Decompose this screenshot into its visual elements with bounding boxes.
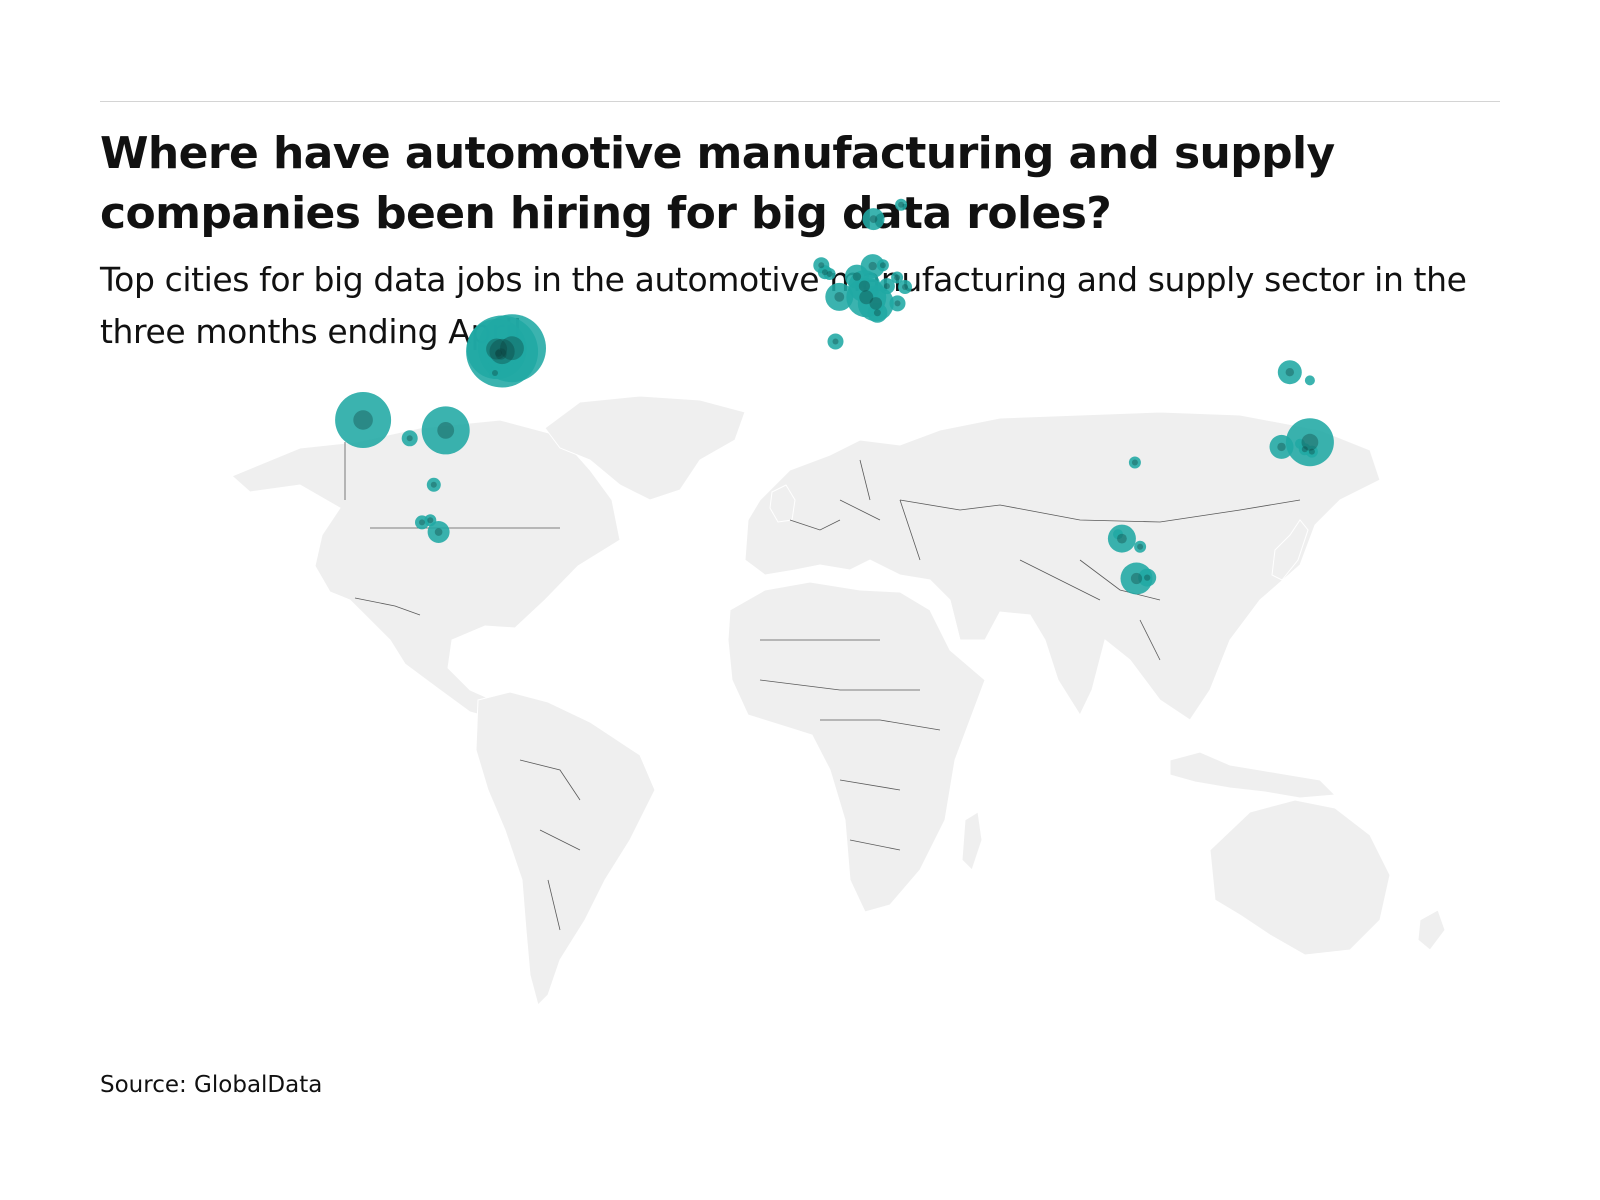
city-bubble bbox=[335, 392, 392, 448]
page-title: Where have automotive manufacturing and … bbox=[100, 128, 1335, 239]
city-bubble bbox=[898, 280, 912, 294]
border-layer bbox=[344, 442, 1301, 931]
city-bubble-core bbox=[858, 280, 871, 292]
city-bubble bbox=[895, 198, 908, 211]
city-bubble-core bbox=[894, 300, 901, 307]
city-bubble-core bbox=[1131, 459, 1138, 466]
land-new-zealand bbox=[1417, 909, 1446, 951]
border-africa bbox=[759, 639, 941, 851]
city-bubble bbox=[401, 430, 418, 447]
city-bubble-core bbox=[1130, 572, 1143, 585]
land-greenland bbox=[544, 395, 746, 501]
city-bubble bbox=[1138, 568, 1157, 587]
city-bubble-core bbox=[873, 309, 881, 317]
city-bubble-core bbox=[495, 348, 507, 360]
city-bubble-core bbox=[834, 292, 845, 302]
land-british-isles bbox=[769, 484, 796, 523]
city-bubble bbox=[827, 333, 844, 350]
city-bubble bbox=[876, 259, 889, 272]
city-bubble-core bbox=[898, 201, 905, 208]
city-bubble bbox=[1285, 418, 1334, 467]
border-asia bbox=[1019, 559, 1161, 661]
city-bubble bbox=[862, 208, 885, 231]
city-bubble bbox=[1113, 529, 1123, 540]
page-subtitle: Top cities for big data jobs in the auto… bbox=[100, 260, 1467, 351]
city-bubble-core bbox=[1301, 433, 1319, 451]
land-madagascar bbox=[961, 811, 983, 871]
city-bubble-core bbox=[1117, 533, 1127, 544]
city-bubble-core bbox=[1308, 448, 1315, 455]
border-russia bbox=[899, 499, 1301, 523]
city-bubble bbox=[891, 271, 904, 284]
city-bubble-core bbox=[826, 271, 833, 277]
land-layer bbox=[231, 395, 1446, 1006]
city-bubble-core bbox=[1301, 446, 1308, 453]
bubble-layer bbox=[335, 198, 1334, 595]
city-bubble bbox=[1304, 375, 1315, 386]
city-bubble-core bbox=[1144, 574, 1151, 581]
city-bubble bbox=[424, 514, 437, 527]
city-bubble-core bbox=[832, 338, 839, 345]
city-bubble bbox=[426, 477, 441, 492]
border-us-mexico bbox=[354, 597, 421, 616]
city-bubble-core bbox=[495, 349, 503, 357]
city-bubble bbox=[1269, 434, 1294, 459]
city-bubble-core bbox=[486, 338, 508, 360]
land-australia bbox=[1209, 799, 1391, 956]
city-bubble-core bbox=[1277, 442, 1286, 452]
city-bubble-core bbox=[821, 269, 828, 276]
city-bubble-core bbox=[492, 370, 498, 376]
city-bubble-core bbox=[883, 283, 890, 290]
land-japan bbox=[1271, 519, 1309, 581]
city-bubble bbox=[823, 268, 836, 280]
land-africa bbox=[727, 581, 986, 913]
city-bubble bbox=[489, 367, 501, 379]
city-bubble-core bbox=[818, 262, 825, 269]
city-bubble-core bbox=[437, 422, 455, 439]
city-bubble-core bbox=[869, 215, 878, 223]
city-bubble bbox=[860, 254, 885, 279]
city-bubble-core bbox=[430, 481, 437, 488]
border-europe bbox=[789, 459, 921, 561]
land-southeast-asia-islands bbox=[1169, 751, 1337, 799]
source-note: Source: GlobalData bbox=[100, 1072, 323, 1098]
city-bubble-core bbox=[500, 336, 524, 361]
city-bubble bbox=[421, 406, 470, 455]
city-bubble bbox=[1134, 540, 1147, 553]
city-bubble-core bbox=[434, 528, 443, 536]
city-bubble-core bbox=[852, 272, 862, 281]
land-north-america bbox=[231, 419, 621, 721]
city-bubble-core bbox=[868, 261, 877, 271]
city-bubble bbox=[1295, 438, 1305, 449]
city-bubble-core bbox=[353, 410, 373, 430]
city-bubble bbox=[867, 302, 888, 323]
city-bubble bbox=[427, 521, 450, 543]
top-rule bbox=[100, 101, 1500, 102]
border-south-america bbox=[519, 759, 581, 931]
city-bubble bbox=[878, 278, 895, 295]
city-bubble-core bbox=[1137, 543, 1144, 550]
city-bubble-core bbox=[869, 297, 883, 310]
city-bubble-core bbox=[489, 338, 515, 365]
city-bubble bbox=[1277, 360, 1302, 385]
city-bubble bbox=[889, 295, 906, 312]
city-bubble-core bbox=[902, 284, 908, 290]
land-eurasia bbox=[744, 411, 1381, 721]
city-bubble-core bbox=[427, 517, 434, 524]
city-bubble-core bbox=[894, 274, 901, 281]
city-bubble-core bbox=[879, 262, 886, 269]
city-bubble-core bbox=[859, 290, 874, 305]
land-south-america bbox=[475, 691, 656, 1006]
city-bubble bbox=[825, 282, 854, 311]
city-bubble bbox=[1305, 445, 1318, 458]
city-bubble bbox=[1128, 456, 1141, 469]
city-bubble-core bbox=[1285, 368, 1295, 377]
city-bubble-core bbox=[419, 519, 425, 526]
city-bubble-core bbox=[406, 435, 413, 442]
city-bubble bbox=[488, 343, 509, 364]
